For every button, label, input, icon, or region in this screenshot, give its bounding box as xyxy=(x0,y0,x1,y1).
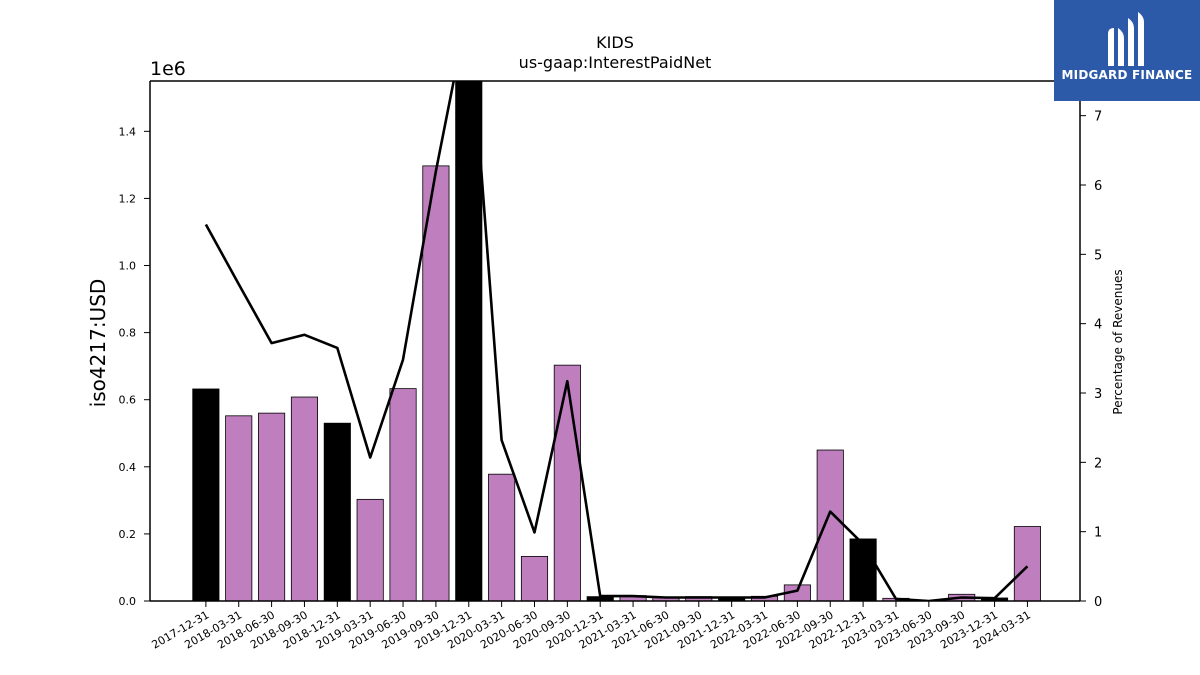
bar xyxy=(455,81,483,601)
bar xyxy=(225,415,253,601)
y-right-tick-label: 7 xyxy=(1094,110,1102,125)
bars-layer xyxy=(192,81,1041,601)
y-tick-label: 0.8 xyxy=(119,327,137,340)
y-tick-label: 1.2 xyxy=(119,192,137,205)
bar xyxy=(422,165,450,601)
bar xyxy=(192,388,220,601)
midgard-logo-icon xyxy=(1108,12,1144,66)
bar xyxy=(488,473,516,601)
y-right-axis-label: Percentage of Revenues xyxy=(1111,269,1125,414)
y-right-tick-label: 0 xyxy=(1094,595,1102,610)
brand-name: MIDGARD FINANCE xyxy=(1061,68,1193,82)
brand-logo: MIDGARD FINANCE xyxy=(1054,0,1200,101)
bar xyxy=(849,538,877,601)
y-offset-label: 1e6 xyxy=(150,58,186,80)
y-tick-label: 0.0 xyxy=(119,595,137,608)
y-right-tick-label: 5 xyxy=(1094,248,1102,263)
bar xyxy=(816,449,844,601)
bar xyxy=(520,555,549,601)
y-tick-label: 1.4 xyxy=(119,125,137,138)
y-tick-label: 0.6 xyxy=(119,394,137,407)
line-layer xyxy=(204,81,1029,601)
bar xyxy=(356,498,384,601)
y-axis-label: iso4217:USD xyxy=(86,279,110,408)
bar xyxy=(1013,526,1041,601)
y-right-tick-label: 1 xyxy=(1094,526,1102,541)
y-tick-label: 0.2 xyxy=(119,528,137,541)
y-right-tick-label: 6 xyxy=(1094,179,1102,194)
bar xyxy=(389,388,417,601)
y-tick-label: 1.0 xyxy=(119,260,137,273)
y-right-tick-label: 2 xyxy=(1094,456,1102,471)
bar xyxy=(323,422,351,601)
y-right-tick-label: 3 xyxy=(1094,387,1102,402)
chart-subtitle: us-gaap:InterestPaidNet xyxy=(519,53,712,72)
y-tick-label: 0.4 xyxy=(119,461,137,474)
bar xyxy=(258,412,286,601)
line-series xyxy=(204,81,1029,601)
y-right-tick-label: 4 xyxy=(1094,318,1102,333)
bar xyxy=(290,396,318,601)
bar xyxy=(553,364,581,601)
chart-title: KIDS xyxy=(596,33,634,52)
